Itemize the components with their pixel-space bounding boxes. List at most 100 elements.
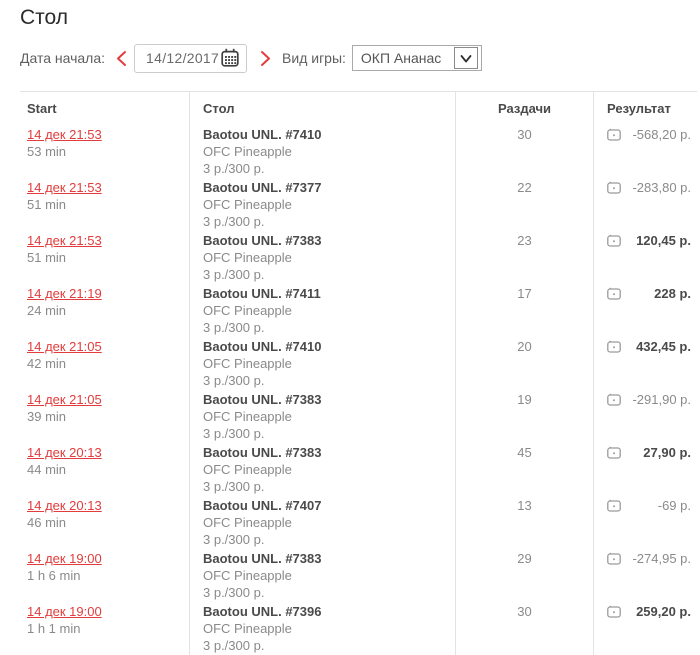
- session-duration: 53 min: [27, 144, 67, 159]
- session-start-link[interactable]: 14 дек 21:53: [27, 180, 102, 195]
- table-row: 14 дек 20:13 44 min Baotou UNL. #7383 OF…: [20, 443, 697, 496]
- session-duration: 42 min: [27, 356, 67, 371]
- session-duration: 51 min: [27, 197, 67, 212]
- result-value: 259,20 р.: [636, 604, 691, 619]
- game-variant: OFC Pineapple: [203, 462, 292, 477]
- result-value: -568,20 р.: [632, 127, 691, 142]
- stakes: 3 р./300 р.: [203, 320, 265, 335]
- result-cell: -291,90 р.: [593, 390, 697, 443]
- table-row: 14 дек 21:53 51 min Baotou UNL. #7377 OF…: [20, 178, 697, 231]
- wallet-icon: [607, 605, 621, 618]
- game-type-value: ОКП Ананас: [360, 50, 442, 66]
- result-cell: 120,45 р.: [593, 231, 697, 284]
- table-name: Baotou UNL. #7383: [203, 233, 322, 248]
- table-name: Baotou UNL. #7383: [203, 392, 322, 407]
- table-row: 14 дек 20:13 46 min Baotou UNL. #7407 OF…: [20, 496, 697, 549]
- table-cell: Baotou UNL. #7383 OFC Pineapple 3 р./300…: [189, 231, 455, 284]
- session-start-link[interactable]: 14 дек 19:00: [27, 551, 102, 566]
- wallet-icon: [607, 393, 621, 406]
- date-input[interactable]: 14/12/2017: [134, 43, 248, 73]
- result-value: 228 р.: [654, 286, 691, 301]
- result-value: -69 р.: [657, 498, 691, 513]
- game-variant: OFC Pineapple: [203, 250, 292, 265]
- game-variant: OFC Pineapple: [203, 568, 292, 583]
- table-row: 14 дек 19:00 1 h 6 min Baotou UNL. #7383…: [20, 549, 697, 602]
- header-hands: Раздачи: [455, 92, 593, 125]
- table-cell: Baotou UNL. #7407 OFC Pineapple 3 р./300…: [189, 496, 455, 549]
- stakes: 3 р./300 р.: [203, 638, 265, 653]
- session-start-link[interactable]: 14 дек 20:13: [27, 498, 102, 513]
- next-day-button[interactable]: [258, 49, 272, 67]
- table-name: Baotou UNL. #7411: [203, 286, 321, 301]
- result-cell: -274,95 р.: [593, 549, 697, 602]
- table-name: Baotou UNL. #7383: [203, 551, 322, 566]
- result-cell: -568,20 р.: [593, 125, 697, 178]
- wallet-icon: [607, 234, 621, 247]
- game-variant: OFC Pineapple: [203, 515, 292, 530]
- session-start-link[interactable]: 14 дек 19:00: [27, 604, 102, 619]
- session-start-link[interactable]: 14 дек 21:05: [27, 339, 102, 354]
- start-cell: 14 дек 21:19 24 min: [20, 284, 189, 337]
- start-cell: 14 дек 21:53 53 min: [20, 125, 189, 178]
- start-cell: 14 дек 20:13 44 min: [20, 443, 189, 496]
- session-duration: 39 min: [27, 409, 67, 424]
- session-duration: 1 h 6 min: [27, 568, 81, 583]
- calendar-icon[interactable]: [220, 48, 240, 68]
- stakes: 3 р./300 р.: [203, 214, 265, 229]
- result-cell: -69 р.: [593, 496, 697, 549]
- page-title: Стол: [20, 6, 69, 29]
- hands-count: 23: [455, 231, 593, 284]
- result-cell: -283,80 р.: [593, 178, 697, 231]
- table-name: Baotou UNL. #7410: [203, 127, 322, 142]
- page: Стол Дата начала: 14/12/2017: [0, 6, 700, 655]
- table-cell: Baotou UNL. #7383 OFC Pineapple 3 р./300…: [189, 390, 455, 443]
- filter-bar: Дата начала: 14/12/2017: [20, 43, 700, 73]
- hands-count: 13: [455, 496, 593, 549]
- table-cell: Baotou UNL. #7410 OFC Pineapple 3 р./300…: [189, 125, 455, 178]
- session-duration: 24 min: [27, 303, 67, 318]
- result-cell: 432,45 р.: [593, 337, 697, 390]
- table-cell: Baotou UNL. #7411 OFC Pineapple 3 р./300…: [189, 284, 455, 337]
- table-row: 14 дек 21:19 24 min Baotou UNL. #7411 OF…: [20, 284, 697, 337]
- table-name: Baotou UNL. #7407: [203, 498, 322, 513]
- stakes: 3 р./300 р.: [203, 161, 265, 176]
- result-value: 27,90 р.: [643, 445, 691, 460]
- table-row: 14 дек 21:05 42 min Baotou UNL. #7410 OF…: [20, 337, 697, 390]
- table-name: Baotou UNL. #7377: [203, 180, 322, 195]
- result-value: -274,95 р.: [632, 551, 691, 566]
- prev-day-button[interactable]: [114, 49, 128, 67]
- stakes: 3 р./300 р.: [203, 479, 265, 494]
- table-cell: Baotou UNL. #7383 OFC Pineapple 3 р./300…: [189, 549, 455, 602]
- wallet-icon: [607, 446, 621, 459]
- hands-count: 17: [455, 284, 593, 337]
- session-start-link[interactable]: 14 дек 21:05: [27, 392, 102, 407]
- header-start: Start: [27, 101, 57, 116]
- table-row: 14 дек 21:05 39 min Baotou UNL. #7383 OF…: [20, 390, 697, 443]
- hands-count: 29: [455, 549, 593, 602]
- table-name: Baotou UNL. #7383: [203, 445, 322, 460]
- wallet-icon: [607, 499, 621, 512]
- session-start-link[interactable]: 14 дек 21:53: [27, 127, 102, 142]
- wallet-icon: [607, 128, 621, 141]
- game-type-label: Вид игры:: [282, 50, 346, 66]
- result-cell: 228 р.: [593, 284, 697, 337]
- result-cell: 27,90 р.: [593, 443, 697, 496]
- session-start-link[interactable]: 14 дек 20:13: [27, 445, 102, 460]
- chevron-right-icon: [260, 50, 270, 66]
- game-type-select[interactable]: ОКП Ананас: [351, 45, 483, 71]
- table-name: Baotou UNL. #7410: [203, 339, 322, 354]
- game-variant: OFC Pineapple: [203, 356, 292, 371]
- table-header-row: Start Стол Раздачи Результат: [20, 92, 697, 125]
- table-cell: Baotou UNL. #7377 OFC Pineapple 3 р./300…: [189, 178, 455, 231]
- hands-count: 20: [455, 337, 593, 390]
- game-variant: OFC Pineapple: [203, 144, 292, 159]
- start-cell: 14 дек 21:53 51 min: [20, 231, 189, 284]
- start-cell: 14 дек 21:53 51 min: [20, 178, 189, 231]
- session-start-link[interactable]: 14 дек 21:53: [27, 233, 102, 248]
- table-row: 14 дек 21:53 53 min Baotou UNL. #7410 OF…: [20, 125, 697, 178]
- result-value: -283,80 р.: [632, 180, 691, 195]
- table-body: 14 дек 21:53 53 min Baotou UNL. #7410 OF…: [20, 125, 697, 655]
- wallet-icon: [607, 181, 621, 194]
- table-cell: Baotou UNL. #7383 OFC Pineapple 3 р./300…: [189, 443, 455, 496]
- session-start-link[interactable]: 14 дек 21:19: [27, 286, 102, 301]
